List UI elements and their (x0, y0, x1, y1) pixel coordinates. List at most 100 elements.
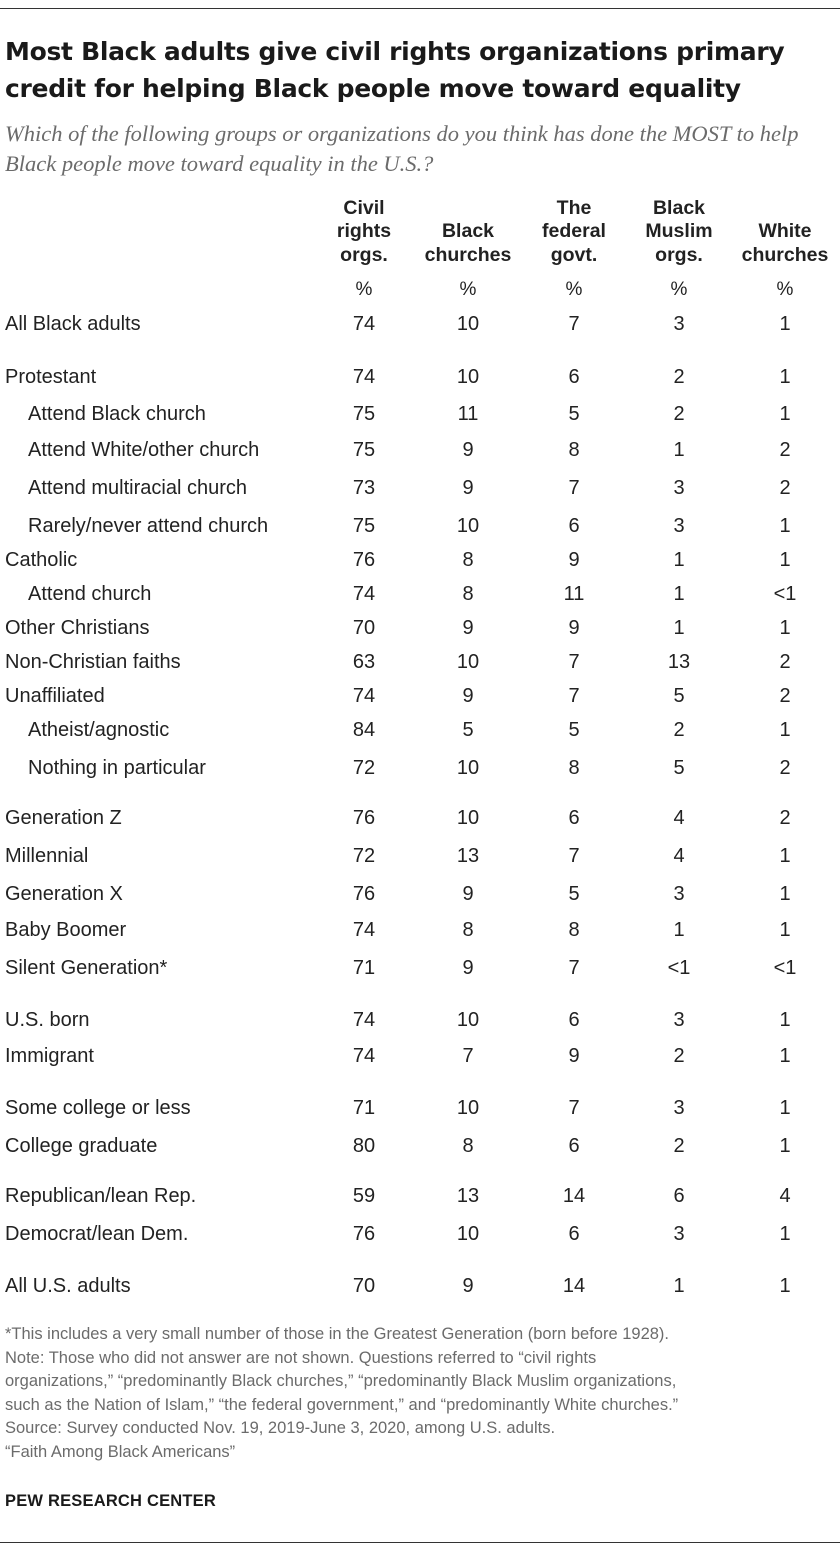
table-cell: 71 (352, 1097, 376, 1119)
table-cell: 1 (779, 1045, 791, 1067)
note-line: *This includes a very small number of th… (5, 1325, 670, 1343)
table-cell: 4 (779, 1185, 791, 1207)
row-label: Generation Z (5, 807, 122, 829)
table-cell: 10 (456, 366, 480, 388)
table-cell: 3 (673, 515, 685, 537)
row-label: Catholic (5, 549, 78, 571)
table-cell: <1 (667, 957, 691, 979)
column-header: Civil rights orgs. (336, 196, 392, 266)
row-label: Attend Black church (28, 403, 206, 425)
column-unit: % (670, 279, 688, 300)
table-cell: 6 (568, 515, 580, 537)
table-cell: 5 (673, 685, 685, 707)
column-unit: % (459, 279, 477, 300)
table-cell: 6 (568, 807, 580, 829)
table-cell: 1 (779, 1275, 791, 1297)
table-cell: 2 (673, 366, 685, 388)
table-cell: 5 (673, 757, 685, 779)
table-cell: 72 (352, 845, 376, 867)
table-cell: 5 (568, 403, 580, 425)
table-cell: 14 (562, 1185, 586, 1207)
table-cell: 1 (673, 439, 685, 461)
bottom-rule (0, 1542, 840, 1543)
table-cell: 7 (568, 685, 580, 707)
table-cell: 4 (673, 845, 685, 867)
table-cell: 10 (456, 1097, 480, 1119)
column-unit: % (355, 279, 373, 300)
table-cell: 75 (352, 515, 376, 537)
row-label: All U.S. adults (5, 1275, 131, 1297)
row-label: Millennial (5, 845, 89, 867)
table-cell: 7 (568, 957, 580, 979)
table-cell: 74 (352, 366, 376, 388)
table-cell: 1 (779, 549, 791, 571)
table-cell: <1 (773, 957, 797, 979)
table-cell: 8 (568, 439, 580, 461)
table-cell: 1 (673, 549, 685, 571)
table-cell: 2 (779, 807, 791, 829)
row-label: College graduate (5, 1135, 158, 1157)
table-cell: 5 (462, 719, 474, 741)
table-cell: 9 (568, 617, 580, 639)
table-cell: 76 (352, 883, 376, 905)
row-label: Unaffiliated (5, 685, 105, 707)
table-cell: 2 (779, 651, 791, 673)
table-cell: 1 (779, 515, 791, 537)
table-cell: 1 (779, 719, 791, 741)
table-cell: 80 (352, 1135, 376, 1157)
table-cell: 1 (673, 617, 685, 639)
table-cell: 1 (779, 313, 791, 335)
row-label: Attend White/other church (28, 439, 260, 461)
top-rule (0, 8, 840, 9)
table-cell: 7 (568, 477, 580, 499)
column-unit: % (565, 279, 583, 300)
column-header: White churches (741, 220, 829, 266)
table-cell: 6 (568, 1135, 580, 1157)
table-cell: 74 (352, 919, 376, 941)
table-cell: 4 (673, 807, 685, 829)
row-label: Immigrant (5, 1045, 94, 1067)
note-line: “Faith Among Black Americans” (5, 1442, 236, 1461)
row-label: Generation X (5, 883, 123, 905)
table-cell: 13 (667, 651, 691, 673)
table-cell: 76 (352, 1223, 376, 1245)
table-cell: 1 (673, 583, 685, 605)
table-cell: 76 (352, 807, 376, 829)
table-cell: 9 (462, 477, 474, 499)
table-cell: 11 (563, 583, 585, 605)
chart-subtitle: Which of the following groups or organiz… (5, 121, 799, 176)
table-cell: 8 (568, 919, 580, 941)
table-cell: 3 (673, 883, 685, 905)
table-cell: 2 (673, 719, 685, 741)
table-cell: 11 (457, 403, 479, 425)
table-cell: 10 (456, 1009, 480, 1031)
note-line: Source: Survey conducted Nov. 19, 2019-J… (5, 1419, 556, 1437)
table-cell: 1 (673, 919, 685, 941)
table-cell: 7 (568, 1097, 580, 1119)
table-cell: 74 (352, 1009, 376, 1031)
table-cell: 1 (779, 366, 791, 388)
table-cell: 2 (673, 1135, 685, 1157)
table-cell: 1 (779, 919, 791, 941)
table-cell: 13 (456, 845, 480, 867)
row-label: Nothing in particular (28, 757, 206, 779)
row-label: Attend multiracial church (28, 477, 247, 499)
source-brand: PEW RESEARCH CENTER (5, 1492, 216, 1510)
table-cell: 9 (462, 439, 474, 461)
table-cell: 9 (462, 685, 474, 707)
table-cell: 6 (568, 1009, 580, 1031)
chart-title: Most Black adults give civil rights orga… (5, 37, 785, 103)
table-cell: 70 (352, 1275, 376, 1297)
row-label: U.S. born (5, 1009, 90, 1031)
row-label: Other Christians (5, 617, 150, 639)
table-cell: 9 (568, 1045, 580, 1067)
column-header: The federal govt. (542, 196, 606, 266)
table-cell: 8 (568, 757, 580, 779)
table-cell: 3 (673, 1223, 685, 1245)
table-cell: 74 (352, 1045, 376, 1067)
table-cell: 84 (352, 719, 376, 741)
note-line: Note: Those who did not answer are not s… (5, 1348, 597, 1367)
table-cell: 5 (568, 719, 580, 741)
row-label: Some college or less (5, 1097, 191, 1119)
table-cell: 10 (456, 651, 480, 673)
